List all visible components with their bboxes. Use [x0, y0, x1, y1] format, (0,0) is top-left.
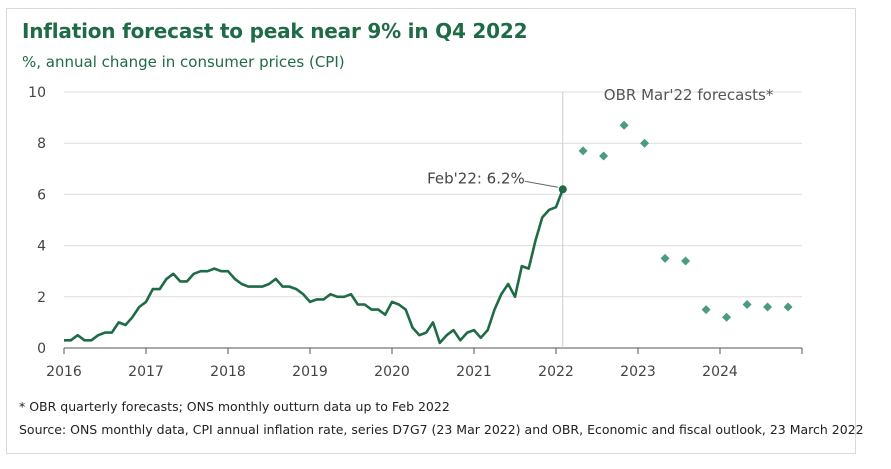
x-tick-label: 2020 [374, 364, 410, 380]
y-tick-label: 8 [37, 136, 46, 152]
forecast-point [763, 302, 773, 312]
forecast-point [599, 151, 609, 161]
chart-frame [6, 8, 856, 454]
x-tick-label: 2019 [292, 364, 328, 380]
source-note: Source: ONS monthly data, CPI annual inf… [19, 422, 864, 437]
y-tick-label: 6 [37, 187, 46, 203]
x-tick-label: 2017 [128, 364, 164, 380]
x-axis: 2016 2017 2018 2019 2020 2021 2022 2023 2024 [46, 347, 803, 380]
forecast-point [660, 253, 670, 263]
series-layer [64, 120, 793, 345]
forecast-point [701, 305, 711, 315]
x-tick-label: 2024 [702, 364, 738, 380]
x-tick-label: 2018 [210, 364, 246, 380]
forecast-point [619, 120, 629, 130]
forecast-point [640, 138, 650, 148]
annotation-layer: Feb'22: 6.2% [427, 169, 567, 194]
gridlines [64, 91, 802, 298]
chart-subtitle: %, annual change in consumer prices (CPI… [22, 53, 345, 71]
x-tick-label: 2022 [538, 364, 574, 380]
y-tick-label: 4 [37, 239, 46, 255]
forecast-point [578, 146, 588, 156]
forecast-point [783, 302, 793, 312]
y-tick-label: 10 [28, 85, 46, 101]
x-tick-label: 2021 [456, 364, 492, 380]
y-axis-ticks: 0 2 4 6 8 10 [28, 85, 46, 357]
chart-title: Inflation forecast to peak near 9% in Q4… [22, 19, 528, 43]
cpi-line [64, 188, 565, 345]
x-tick-label: 2023 [620, 364, 656, 380]
forecast-point [742, 299, 752, 309]
annotation-marker [558, 185, 567, 194]
forecast-divider: OBR Mar'22 forecasts* [562, 86, 774, 348]
y-tick-label: 2 [37, 290, 46, 306]
footnote: * OBR quarterly forecasts; ONS monthly o… [19, 399, 450, 414]
annotation-label: Feb'22: 6.2% [427, 169, 525, 187]
annotation-leader [524, 180, 558, 188]
forecast-point [722, 312, 732, 322]
x-tick-label: 2016 [46, 364, 82, 380]
y-tick-label: 0 [37, 341, 46, 357]
divider-label: OBR Mar'22 forecasts* [604, 86, 774, 104]
forecast-point [681, 256, 691, 266]
